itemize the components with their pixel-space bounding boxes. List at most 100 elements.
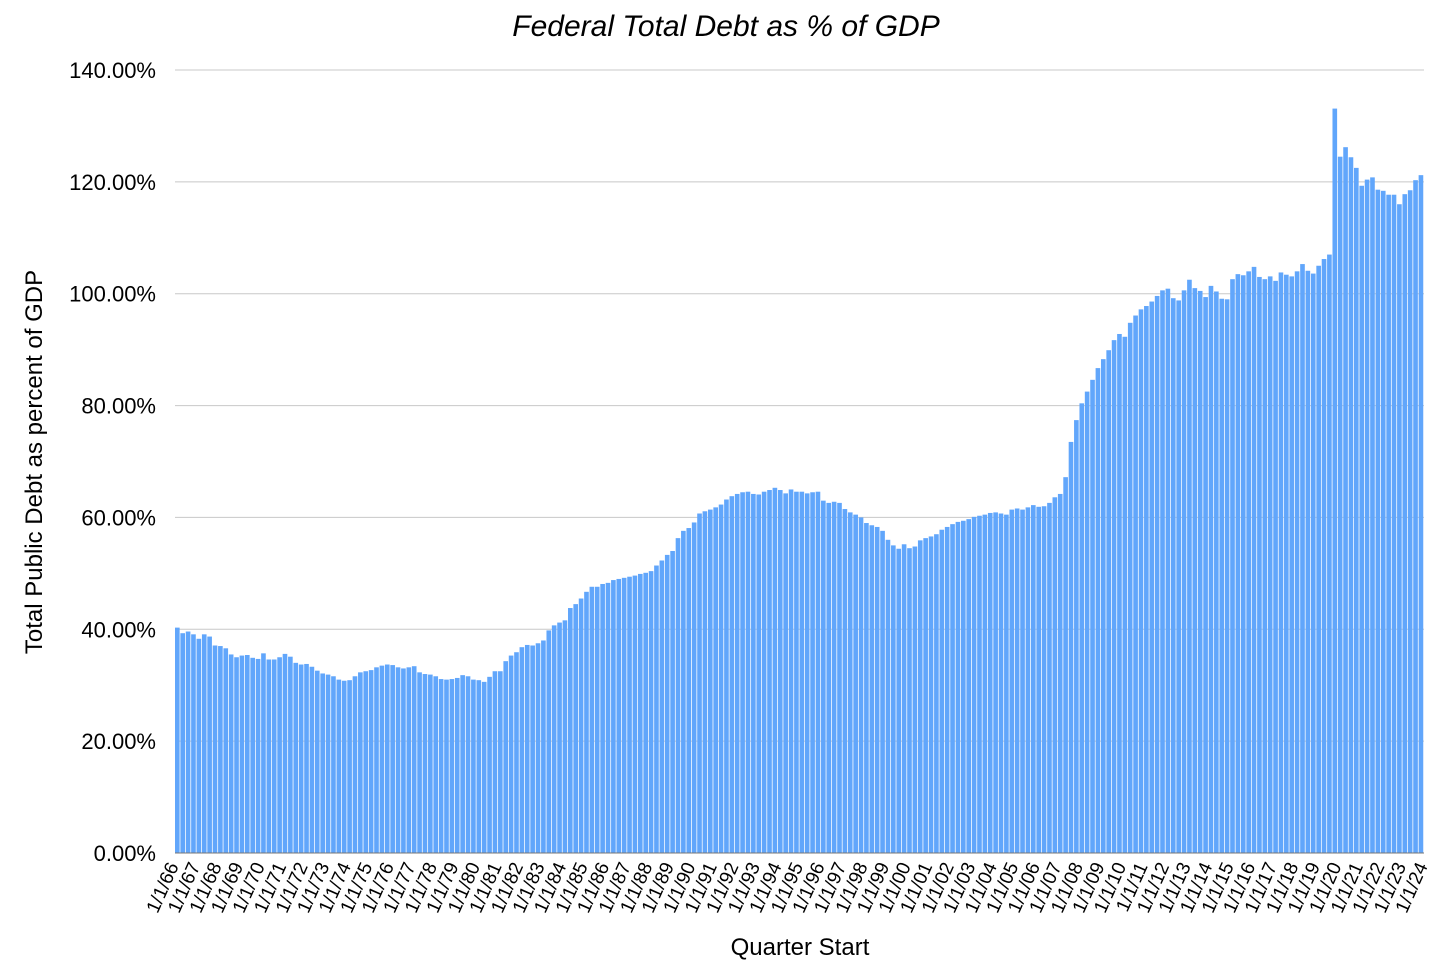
bar <box>1187 279 1192 854</box>
bar <box>1176 300 1181 853</box>
bar <box>1106 350 1111 853</box>
bar <box>734 493 740 853</box>
bar <box>917 540 923 853</box>
bar <box>1074 420 1079 853</box>
bar <box>939 529 945 853</box>
bar <box>1380 190 1386 853</box>
bar <box>207 636 212 853</box>
bar <box>444 679 449 853</box>
bar <box>880 530 885 853</box>
bar <box>352 676 358 853</box>
y-tick-label: 60.00% <box>81 505 156 530</box>
bar <box>1386 194 1391 854</box>
bar <box>772 487 778 853</box>
bar <box>1267 276 1273 853</box>
bar <box>745 491 751 853</box>
bar <box>1052 497 1058 853</box>
bar <box>697 513 702 853</box>
bar <box>654 565 659 853</box>
bar <box>428 674 433 853</box>
bar <box>589 586 595 853</box>
bar <box>530 645 535 853</box>
bar <box>498 671 503 853</box>
bar <box>261 653 266 853</box>
bar <box>718 504 724 853</box>
bar <box>1068 441 1074 853</box>
bar <box>847 512 853 853</box>
bar <box>993 512 998 853</box>
bar <box>1407 190 1413 853</box>
bar <box>1095 368 1101 853</box>
bar <box>1278 272 1284 854</box>
bar <box>1100 359 1106 853</box>
bar <box>325 674 331 853</box>
bar <box>707 509 713 853</box>
bar <box>1036 506 1042 853</box>
bar <box>218 646 223 853</box>
bar <box>255 658 261 853</box>
bar <box>1219 298 1225 853</box>
bar <box>288 656 293 853</box>
bar <box>551 625 557 853</box>
bar <box>756 494 762 853</box>
bar <box>1154 295 1160 853</box>
bar <box>1257 276 1262 853</box>
bar <box>223 648 229 853</box>
bar <box>481 681 487 853</box>
bar <box>670 550 675 853</box>
bar <box>966 519 972 853</box>
y-tick-label: 20.00% <box>81 729 156 754</box>
y-axis-ticks: 0.00% 20.00% 40.00% 60.00% 80.00% 100.00% 120.… <box>69 58 156 866</box>
bar <box>891 545 896 853</box>
bar <box>411 666 417 853</box>
bar <box>1192 288 1198 853</box>
bar <box>401 668 406 853</box>
bar <box>1138 309 1144 853</box>
bar <box>1224 299 1230 853</box>
bar <box>1321 259 1327 853</box>
bar <box>977 515 982 853</box>
bar <box>1343 147 1348 853</box>
bar <box>1203 297 1208 853</box>
y-tick-label: 140.00% <box>69 58 156 83</box>
y-tick-label: 80.00% <box>81 394 156 419</box>
bar <box>1294 271 1300 854</box>
bar <box>1041 506 1047 853</box>
bar <box>627 576 632 853</box>
bar <box>1246 271 1251 854</box>
bar <box>998 513 1004 853</box>
bar <box>384 664 390 853</box>
bar <box>987 512 993 853</box>
bar <box>950 524 955 853</box>
bar <box>912 546 918 853</box>
bar <box>885 539 891 853</box>
bar <box>815 491 821 853</box>
bar <box>874 526 880 853</box>
bar <box>309 666 315 853</box>
bar <box>320 673 325 853</box>
bar <box>1149 301 1155 853</box>
bar <box>271 659 277 853</box>
bar <box>557 622 562 853</box>
bar <box>454 677 460 853</box>
bar <box>643 572 649 853</box>
bar <box>519 647 525 853</box>
bar <box>277 657 282 853</box>
y-tick-label: 0.00% <box>94 841 156 866</box>
bar <box>783 493 788 853</box>
bar <box>605 582 611 853</box>
bar <box>487 676 492 853</box>
bar <box>568 608 573 853</box>
bar <box>1020 509 1025 853</box>
y-tick-label: 40.00% <box>81 617 156 642</box>
bar <box>907 548 912 853</box>
bar <box>1031 505 1036 853</box>
bar <box>1144 306 1149 853</box>
bar <box>1359 185 1365 853</box>
bar <box>175 627 180 853</box>
bar <box>1025 507 1031 853</box>
bar <box>713 507 718 853</box>
bar <box>406 667 412 853</box>
bar <box>1122 336 1128 853</box>
bar <box>853 514 858 853</box>
